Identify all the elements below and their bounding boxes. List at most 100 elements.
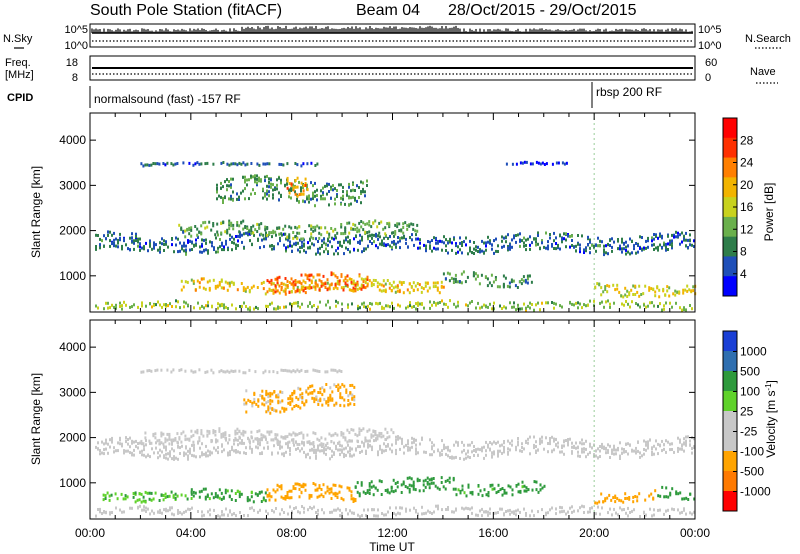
range-cell	[254, 437, 257, 441]
range-cell	[415, 443, 417, 447]
range-cell	[489, 511, 491, 515]
colorbar-tick-label: 100	[740, 385, 760, 399]
range-cell	[366, 429, 369, 433]
range-cell	[455, 507, 457, 511]
range-cell	[268, 231, 271, 234]
range-cell	[250, 286, 253, 290]
range-cell	[397, 511, 399, 515]
range-cell	[665, 246, 667, 250]
range-cell	[367, 445, 369, 449]
range-cell	[290, 226, 293, 230]
range-cell	[388, 435, 391, 439]
range-cell	[308, 194, 310, 198]
range-cell	[311, 396, 314, 400]
range-cell	[543, 245, 545, 249]
range-cell	[243, 441, 245, 445]
range-cell	[475, 248, 477, 252]
range-cell	[601, 300, 603, 304]
range-cell	[215, 438, 217, 442]
range-cell	[429, 438, 431, 442]
range-cell	[547, 301, 549, 305]
range-cell	[454, 273, 457, 277]
range-cell	[689, 239, 691, 243]
range-cell	[567, 234, 569, 238]
range-cell	[258, 491, 261, 495]
colorbar-tick-label: 8	[740, 245, 747, 259]
range-cell	[661, 236, 663, 240]
range-cell	[236, 192, 238, 196]
range-cell	[619, 441, 621, 445]
range-cell	[313, 389, 316, 393]
range-cell	[628, 291, 631, 295]
range-cell	[320, 197, 322, 201]
range-cell	[324, 286, 327, 289]
range-cell	[535, 440, 537, 444]
range-cell	[366, 184, 368, 187]
range-cell	[366, 284, 369, 288]
range-cell	[300, 164, 303, 168]
range-cell	[238, 369, 241, 373]
range-cell	[131, 305, 133, 309]
range-cell	[529, 243, 531, 247]
range-cell	[362, 190, 364, 194]
range-cell	[250, 495, 253, 499]
range-cell	[242, 175, 244, 179]
range-cell	[253, 397, 256, 401]
range-cell	[671, 305, 673, 309]
range-cell	[123, 451, 125, 455]
range-cell	[270, 185, 272, 189]
range-cell	[216, 230, 219, 234]
range-cell	[358, 432, 361, 436]
range-cell	[185, 509, 187, 513]
range-cell	[631, 251, 633, 255]
range-cell	[205, 241, 207, 245]
range-cell	[129, 445, 131, 449]
range-cell	[302, 184, 305, 188]
cpid-panel: CPID normalsound (fast) -157 RF rbsp 200…	[7, 82, 662, 108]
range-cell	[375, 301, 377, 305]
range-cell	[364, 190, 366, 194]
range-cell	[171, 441, 173, 445]
range-cell	[213, 508, 215, 512]
range-cell	[337, 246, 339, 250]
range-cell	[180, 432, 183, 436]
range-cell	[412, 487, 415, 491]
range-cell	[389, 244, 391, 248]
range-cell	[286, 496, 289, 499]
range-cell	[226, 184, 228, 188]
range-cell	[234, 436, 237, 440]
range-cell	[177, 509, 179, 512]
range-cell	[517, 303, 519, 307]
range-cell	[320, 436, 323, 440]
range-cell	[401, 440, 403, 444]
range-cell	[207, 251, 209, 255]
range-cell	[284, 287, 287, 291]
range-cell	[236, 427, 239, 431]
range-cell	[314, 285, 317, 289]
range-cell	[405, 509, 407, 513]
range-cell	[354, 432, 357, 436]
range-cell	[283, 243, 285, 247]
range-cell	[561, 510, 563, 514]
range-cell	[487, 494, 490, 498]
range-cell	[643, 439, 645, 443]
range-cell	[176, 432, 179, 436]
range-cell	[340, 202, 342, 206]
range-cell	[235, 438, 237, 442]
range-cell	[139, 248, 141, 252]
range-cell	[208, 286, 211, 290]
range-cell	[394, 230, 397, 233]
range-cell	[523, 489, 526, 493]
range-cell	[507, 452, 509, 456]
range-cell	[168, 494, 171, 498]
range-cell	[384, 489, 387, 492]
range-cell	[315, 397, 318, 401]
range-cell	[635, 242, 637, 245]
range-cell	[535, 480, 538, 484]
range-cell	[677, 449, 679, 453]
range-cell	[306, 162, 309, 166]
range-cell	[436, 486, 439, 490]
range-cell	[435, 241, 437, 245]
range-cell	[671, 239, 673, 243]
range-cell	[258, 226, 261, 230]
